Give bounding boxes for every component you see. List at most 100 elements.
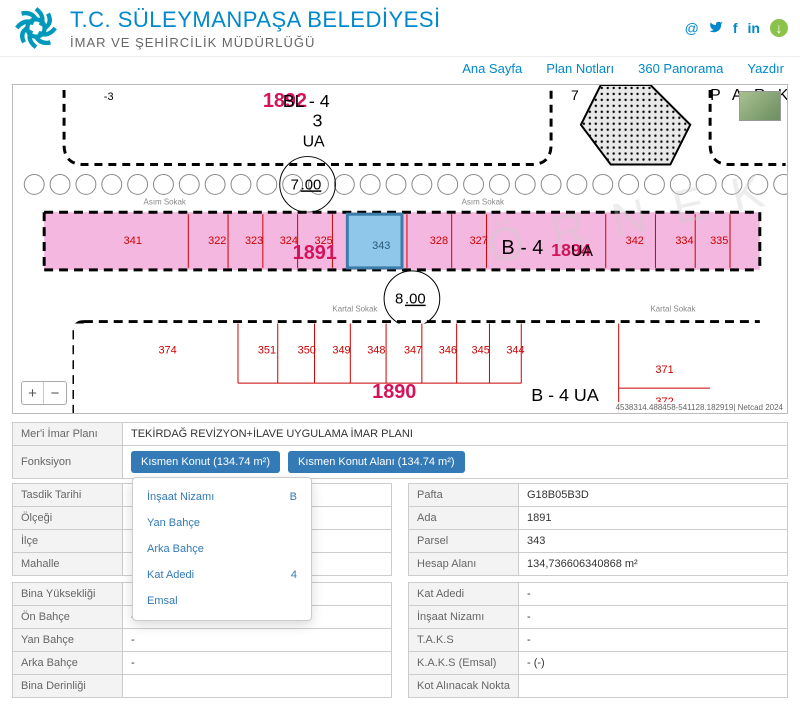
nav-print[interactable]: Yazdır	[747, 61, 784, 76]
linkedin-icon[interactable]: in	[748, 20, 760, 36]
svg-text:3: 3	[313, 111, 323, 131]
zoom-in-button[interactable]: +	[22, 382, 44, 404]
zoom-out-button[interactable]: −	[44, 382, 66, 404]
svg-text:374: 374	[158, 344, 176, 356]
field-label: Arka Bahçe	[13, 652, 123, 675]
dropdown-item[interactable]: İnşaat NizamıB	[133, 484, 311, 510]
svg-text:343: 343	[372, 240, 390, 252]
map-viewer[interactable]: -3 1892 BL - 4 3 UA 7 P A R K 7.00 Asım …	[12, 84, 788, 414]
fonk-button-2[interactable]: Kısmen Konut Alanı (134.74 m²)	[288, 451, 465, 473]
svg-text:.00: .00	[405, 292, 426, 308]
field-value: 134,736606340868 m²	[519, 553, 788, 576]
svg-text:Kartal Sokak: Kartal Sokak	[650, 305, 695, 314]
cadastral-map: -3 1892 BL - 4 3 UA 7 P A R K 7.00 Asım …	[13, 85, 787, 413]
field-label: K.A.K.S (Emsal)	[409, 652, 519, 675]
svg-text:1891: 1891	[293, 242, 337, 264]
svg-text:350: 350	[298, 344, 316, 356]
svg-text:345: 345	[472, 344, 490, 356]
org-subtitle: İMAR VE ŞEHİRCİLİK MÜDÜRLÜĞÜ	[70, 35, 685, 50]
field-value: -	[519, 629, 788, 652]
field-value: -	[519, 583, 788, 606]
field-label: Mahalle	[13, 553, 123, 576]
nav-home[interactable]: Ana Sayfa	[462, 61, 522, 76]
svg-text:UA: UA	[303, 134, 325, 151]
fonk-label: Fonksiyon	[13, 446, 123, 479]
svg-text:341: 341	[124, 235, 142, 247]
dropdown-item[interactable]: Yan Bahçe	[133, 510, 311, 536]
svg-text:1890: 1890	[372, 381, 416, 403]
svg-text:322: 322	[208, 235, 226, 247]
field-label: Pafta	[409, 484, 519, 507]
header: T.C. SÜLEYMANPAŞA BELEDİYESİ İMAR VE ŞEH…	[0, 0, 800, 57]
svg-text:328: 328	[430, 235, 448, 247]
meri-label: Mer'i İmar Planı	[13, 423, 123, 446]
nav-plan-notes[interactable]: Plan Notları	[546, 61, 614, 76]
zoom-control: + −	[21, 381, 67, 405]
svg-text:8: 8	[395, 292, 403, 308]
plan-table: Mer'i İmar Planı TEKİRDAĞ REVİZYON+İLAVE…	[12, 422, 788, 479]
field-value: 343	[519, 530, 788, 553]
field-label: Tasdik Tarihi	[13, 484, 123, 507]
field-value: -	[123, 652, 392, 675]
svg-text:7: 7	[571, 87, 579, 103]
svg-text:Asım Sokak: Asım Sokak	[462, 197, 504, 206]
info-panel: Mer'i İmar Planı TEKİRDAĞ REVİZYON+İLAVE…	[0, 414, 800, 704]
field-label: Ölçeği	[13, 507, 123, 530]
tooltip-dropdown: İnşaat NizamıBYan BahçeArka BahçeKat Ade…	[132, 477, 312, 621]
fonk-button-1[interactable]: Kısmen Konut (134.74 m²)	[131, 451, 280, 473]
svg-text:B - 4 UA: B - 4 UA	[531, 385, 599, 405]
svg-text:335: 335	[710, 235, 728, 247]
svg-text:Kartal Sokak: Kartal Sokak	[332, 305, 377, 314]
field-value: - (-)	[519, 652, 788, 675]
field-value: -	[519, 606, 788, 629]
twitter-icon[interactable]	[709, 20, 723, 37]
svg-text:7: 7	[291, 177, 299, 193]
svg-text:371: 371	[655, 364, 673, 376]
dropdown-item[interactable]: Arka Bahçe	[133, 536, 311, 562]
svg-text:351: 351	[258, 344, 276, 356]
field-value	[123, 675, 392, 698]
field-label: Bina Yüksekliği	[13, 583, 123, 606]
svg-text:BL - 4: BL - 4	[283, 91, 330, 111]
right-table-1: PaftaG18B05B3DAda1891Parsel343Hesap Alan…	[408, 483, 788, 576]
field-label: Kot Alınacak Nokta	[409, 675, 519, 698]
svg-text:Asım Sokak: Asım Sokak	[144, 197, 186, 206]
svg-text:.00: .00	[301, 177, 322, 193]
nav-panorama[interactable]: 360 Panorama	[638, 61, 723, 76]
field-value: 1891	[519, 507, 788, 530]
field-label: İlçe	[13, 530, 123, 553]
field-label: Parsel	[409, 530, 519, 553]
minimap[interactable]	[739, 91, 781, 121]
svg-text:347: 347	[404, 344, 422, 356]
right-table-2: Kat Adedi-İnşaat Nizamı-T.A.K.S-K.A.K.S …	[408, 582, 788, 698]
field-label: İnşaat Nizamı	[409, 606, 519, 629]
download-icon[interactable]: ↓	[770, 19, 788, 37]
svg-text:-3: -3	[104, 91, 114, 103]
field-label: T.A.K.S	[409, 629, 519, 652]
main-nav: Ana Sayfa Plan Notları 360 Panorama Yazd…	[0, 57, 800, 84]
svg-text:344: 344	[506, 344, 524, 356]
field-label: Kat Adedi	[409, 583, 519, 606]
svg-text:334: 334	[675, 235, 693, 247]
field-label: Ön Bahçe	[13, 606, 123, 629]
svg-text:323: 323	[245, 235, 263, 247]
field-label: Bina Derinliği	[13, 675, 123, 698]
dropdown-item[interactable]: Emsal	[133, 588, 311, 614]
meri-value: TEKİRDAĞ REVİZYON+İLAVE UYGULAMA İMAR PL…	[123, 423, 788, 446]
field-value	[519, 675, 788, 698]
org-title: T.C. SÜLEYMANPAŞA BELEDİYESİ	[70, 7, 685, 33]
field-label: Yan Bahçe	[13, 629, 123, 652]
svg-text:346: 346	[439, 344, 457, 356]
facebook-icon[interactable]: f	[733, 20, 738, 36]
logo-icon	[12, 4, 60, 52]
field-value: G18B05B3D	[519, 484, 788, 507]
at-icon[interactable]: @	[685, 20, 699, 36]
svg-text:349: 349	[332, 344, 350, 356]
field-label: Ada	[409, 507, 519, 530]
map-attribution: 4538314.488458-541128.182919| Netcad 202…	[612, 402, 787, 413]
field-label: Hesap Alanı	[409, 553, 519, 576]
social-links: @ f in ↓	[685, 19, 788, 37]
dropdown-item[interactable]: Kat Adedi4	[133, 562, 311, 588]
svg-text:348: 348	[367, 344, 385, 356]
fonk-buttons: Kısmen Konut (134.74 m²) Kısmen Konut Al…	[123, 446, 788, 479]
